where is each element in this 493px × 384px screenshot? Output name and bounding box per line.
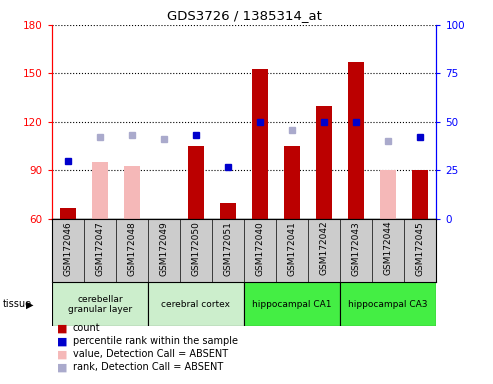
- Bar: [284, 146, 300, 219]
- Text: ■: ■: [57, 349, 67, 359]
- Text: GSM172049: GSM172049: [159, 221, 169, 276]
- Text: GSM172048: GSM172048: [127, 221, 137, 276]
- Text: ■: ■: [57, 323, 67, 333]
- Text: GSM172047: GSM172047: [95, 221, 105, 276]
- Text: tissue: tissue: [2, 299, 32, 310]
- Text: GSM172044: GSM172044: [384, 221, 393, 275]
- Bar: [92, 162, 108, 219]
- Text: count: count: [73, 323, 101, 333]
- Bar: [348, 62, 364, 219]
- Text: ▶: ▶: [26, 299, 33, 310]
- Title: GDS3726 / 1385314_at: GDS3726 / 1385314_at: [167, 9, 321, 22]
- Text: GSM172051: GSM172051: [223, 221, 233, 276]
- Bar: [380, 170, 396, 219]
- Text: GSM172050: GSM172050: [191, 221, 201, 276]
- Text: GSM172045: GSM172045: [416, 221, 425, 276]
- Bar: [340, 282, 436, 326]
- Text: rank, Detection Call = ABSENT: rank, Detection Call = ABSENT: [73, 362, 223, 372]
- Bar: [188, 146, 204, 219]
- Text: GSM172046: GSM172046: [63, 221, 72, 276]
- Bar: [316, 106, 332, 219]
- Text: ■: ■: [57, 336, 67, 346]
- Text: GSM172040: GSM172040: [255, 221, 265, 276]
- Bar: [252, 69, 268, 219]
- Text: percentile rank within the sample: percentile rank within the sample: [73, 336, 238, 346]
- Text: GSM172041: GSM172041: [287, 221, 297, 276]
- Bar: [412, 170, 428, 219]
- Text: cerebral cortex: cerebral cortex: [162, 300, 230, 309]
- Bar: [244, 282, 340, 326]
- Text: hippocampal CA3: hippocampal CA3: [349, 300, 428, 309]
- Text: cerebellar
granular layer: cerebellar granular layer: [68, 295, 132, 314]
- Text: value, Detection Call = ABSENT: value, Detection Call = ABSENT: [73, 349, 228, 359]
- Text: hippocampal CA1: hippocampal CA1: [252, 300, 332, 309]
- Bar: [220, 203, 236, 219]
- Bar: [52, 282, 148, 326]
- Bar: [148, 282, 244, 326]
- Text: GSM172043: GSM172043: [352, 221, 361, 276]
- Text: ■: ■: [57, 362, 67, 372]
- Bar: [60, 208, 76, 219]
- Text: GSM172042: GSM172042: [319, 221, 329, 275]
- Bar: [124, 166, 140, 219]
